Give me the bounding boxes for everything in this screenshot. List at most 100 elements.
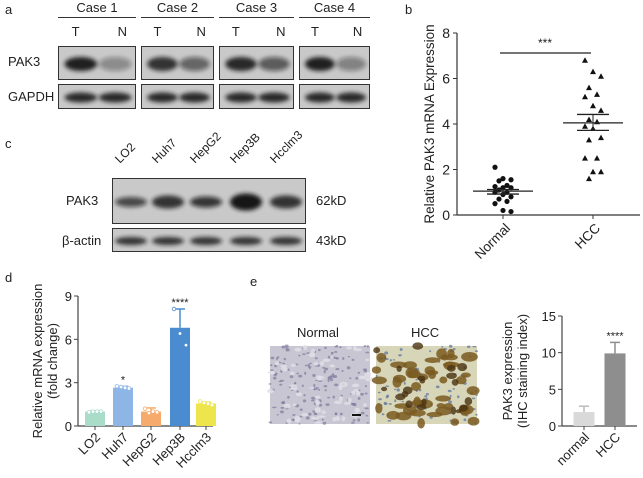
y-tick-label: 4 — [442, 116, 450, 132]
cell — [281, 400, 286, 405]
cell — [443, 403, 454, 410]
cell — [333, 400, 342, 405]
panel-label-a: a — [5, 2, 13, 17]
data-point — [114, 384, 120, 389]
cell — [334, 351, 338, 353]
cell — [323, 385, 328, 388]
cell — [270, 364, 273, 367]
cell — [472, 345, 477, 348]
data-point — [86, 410, 92, 415]
band — [270, 195, 302, 209]
gapdh-bands — [225, 92, 290, 103]
cell — [446, 365, 456, 372]
cell — [424, 395, 428, 398]
cell — [321, 409, 327, 414]
cell — [381, 386, 388, 392]
cell — [347, 397, 352, 403]
data-point — [586, 136, 592, 143]
y-tick-label: 3 — [65, 376, 72, 391]
cell — [362, 403, 368, 407]
panel-label-c: c — [5, 136, 12, 151]
cell — [449, 394, 452, 398]
cell — [471, 397, 476, 400]
data-point — [98, 409, 104, 414]
cell — [302, 344, 308, 351]
data-point — [504, 182, 510, 189]
cell — [268, 383, 272, 385]
cell — [466, 345, 471, 348]
cell — [475, 413, 478, 416]
y-tick-label: 0 — [549, 419, 556, 434]
pak3-bands — [304, 57, 367, 71]
pak3-bands — [64, 57, 132, 71]
y-tick-label: 10 — [542, 346, 556, 361]
cell — [455, 376, 467, 385]
cell — [281, 345, 286, 349]
cell — [290, 363, 297, 367]
cell — [377, 391, 381, 394]
y-axis-label: (IHC staining index) — [515, 314, 530, 428]
cell — [339, 381, 348, 387]
cell — [435, 395, 451, 402]
cell — [351, 383, 360, 388]
significance-label: *** — [538, 36, 552, 50]
cell — [301, 384, 304, 388]
band — [98, 57, 132, 71]
cell — [412, 342, 424, 350]
bar — [604, 353, 626, 426]
cell — [392, 376, 402, 388]
cell — [313, 420, 322, 424]
lane-label-t: T — [71, 24, 80, 39]
cell — [396, 365, 402, 372]
cell — [310, 399, 315, 402]
row-label-pak3: PAK3 — [66, 193, 99, 208]
cell — [308, 366, 312, 368]
band — [336, 92, 367, 103]
cell — [364, 385, 367, 388]
cell — [276, 413, 279, 416]
cell — [349, 377, 352, 380]
data-point — [590, 68, 596, 75]
cell — [429, 350, 432, 353]
cell — [415, 378, 418, 381]
y-tick-label: 8 — [442, 25, 450, 41]
cell — [457, 362, 468, 372]
band — [190, 237, 222, 245]
cell — [314, 407, 321, 413]
cell — [322, 358, 331, 362]
y-tick-label: 6 — [65, 332, 72, 347]
data-point — [94, 409, 100, 414]
cell — [421, 398, 427, 406]
blot-pak3 — [141, 46, 214, 80]
y-tick-label: 5 — [549, 382, 556, 397]
y-tick-label: 6 — [442, 71, 450, 87]
cell — [307, 412, 312, 416]
cell — [266, 388, 275, 394]
band — [179, 57, 210, 71]
size-label-62kd: 62kD — [316, 193, 347, 208]
cell — [314, 395, 321, 399]
cell — [354, 407, 360, 413]
cell — [339, 412, 343, 416]
case-header: Case 4 — [313, 0, 356, 15]
blot-gapdh — [58, 84, 136, 109]
case-header: Case 3 — [235, 0, 278, 15]
panel-label-e: e — [250, 274, 258, 289]
pak3-bands — [147, 57, 210, 71]
cell — [294, 347, 302, 352]
cell — [314, 357, 318, 360]
cell — [357, 396, 361, 400]
cell — [329, 375, 333, 377]
cell — [305, 416, 310, 420]
y-axis-label: PAK3 expression — [500, 322, 515, 421]
data-point — [183, 342, 189, 348]
cell — [284, 344, 289, 348]
cell — [385, 395, 389, 399]
cell — [303, 394, 306, 397]
cell — [428, 370, 437, 380]
cell — [343, 402, 351, 405]
cell — [317, 388, 321, 391]
y-tick-label: 0 — [65, 419, 72, 434]
